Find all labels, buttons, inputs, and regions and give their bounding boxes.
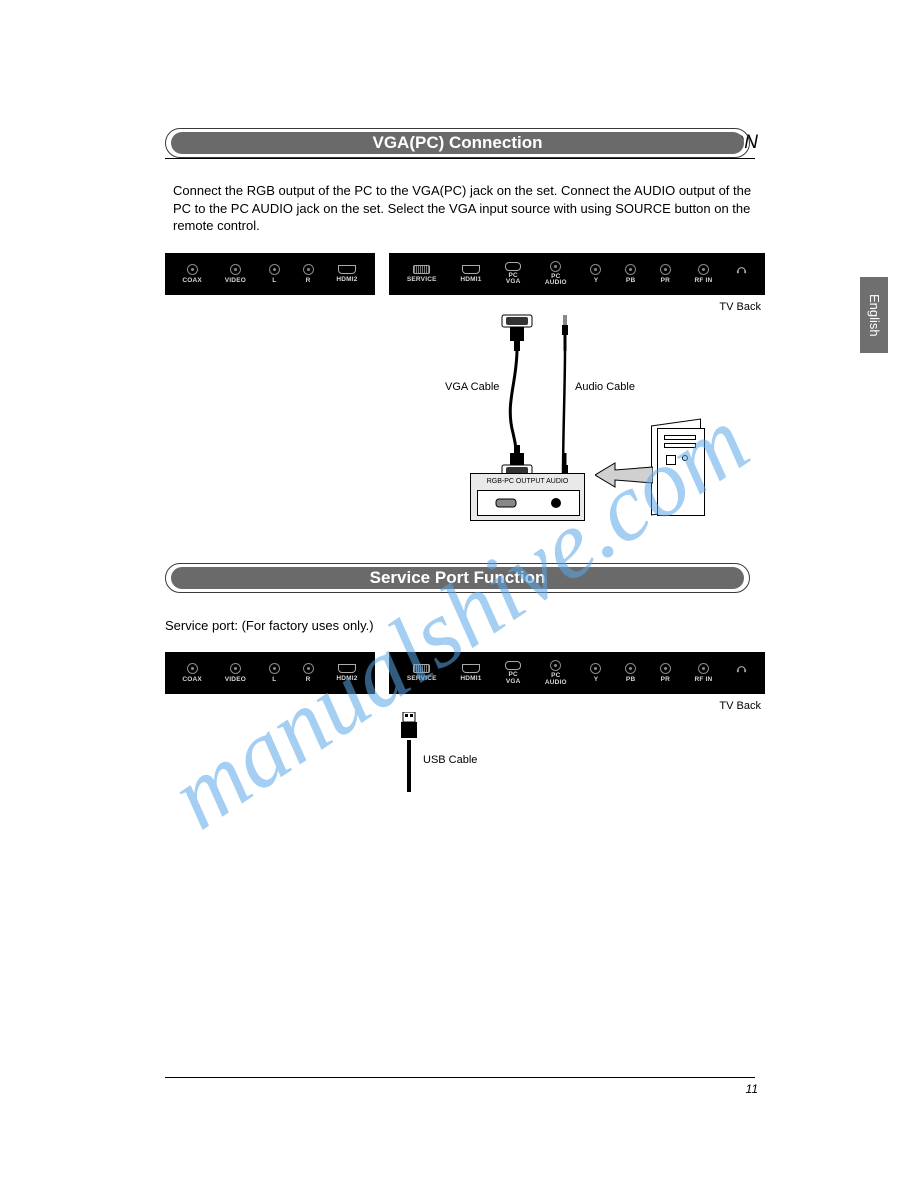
port-pcaudio-2: PCAUDIO	[545, 660, 567, 686]
port-service: SERVICE	[407, 265, 437, 283]
section1-port-panels: COAX VIDEO L R HDMI2 SERVICE HDMI1 PCVGA…	[165, 253, 765, 295]
port-y: Y	[590, 264, 601, 284]
port-hdmi1: HDMI1	[460, 265, 481, 283]
port-video-2: VIDEO	[225, 663, 246, 683]
port-coax-2: COAX	[182, 663, 202, 683]
port-service-2: SERVICE	[407, 664, 437, 682]
section2-body: Service port: (For factory uses only.)	[165, 617, 757, 635]
port-r: R	[303, 264, 314, 284]
section1-title: VGA(PC) Connection	[171, 132, 744, 154]
arrow-icon	[595, 461, 653, 489]
port-pcvga-2: PCVGA	[505, 661, 521, 685]
port-video: VIDEO	[225, 264, 246, 284]
footer-rule	[165, 1077, 755, 1078]
port-coax: COAX	[182, 264, 202, 284]
section1-heading-pill: VGA(PC) Connection	[165, 128, 750, 158]
pc-output-box: RGB-PC OUTPUT AUDIO	[470, 473, 585, 521]
language-tab: English	[860, 277, 888, 353]
port-hdmi1-2: HDMI1	[460, 664, 481, 682]
audio-cable-label: Audio Cable	[575, 381, 635, 393]
page-number: 11	[746, 1082, 758, 1096]
port-pb-2: PB	[625, 663, 636, 683]
port-headphone	[736, 264, 747, 284]
vga-cable-label: VGA Cable	[445, 381, 499, 393]
section1-tvback-label: TV Back	[165, 301, 761, 313]
section1-body: Connect the RGB output of the PC to the …	[173, 182, 757, 235]
section2-heading-pill: Service Port Function	[165, 563, 750, 593]
port-pr: PR	[660, 264, 671, 284]
section2-port-panels: COAX VIDEO L R HDMI2 SERVICE HDMI1 PCVGA…	[165, 652, 765, 694]
port-panel-right: SERVICE HDMI1 PCVGA PCAUDIO Y PB PR RF I…	[389, 253, 765, 295]
pc-tower-icon	[657, 428, 705, 516]
port-y-2: Y	[590, 663, 601, 683]
port-hdmi2-2: HDMI2	[336, 664, 357, 682]
port-headphone-2	[736, 663, 747, 683]
port-pb: PB	[625, 264, 636, 284]
port-panel-left: COAX VIDEO L R HDMI2	[165, 253, 375, 295]
vga-connection-diagram: VGA Cable Audio Cable RGB-PC OUTPUT AUDI…	[165, 313, 750, 533]
section2-tvback-label: TV Back	[165, 700, 761, 712]
pc-output-label: RGB-PC OUTPUT AUDIO	[471, 478, 584, 485]
port-pcaudio: PCAUDIO	[545, 261, 567, 287]
service-port-diagram: USB Cable	[165, 712, 750, 802]
port-rfin-2: RF IN	[694, 663, 712, 683]
port-l-2: L	[269, 663, 280, 683]
usb-cable-label: USB Cable	[423, 754, 477, 766]
port-l: L	[269, 264, 280, 284]
port-pcvga: PCVGA	[505, 262, 521, 286]
page-content: VGA(PC) Connection Connect the RGB outpu…	[165, 128, 765, 802]
port-r-2: R	[303, 663, 314, 683]
port-hdmi2: HDMI2	[336, 265, 357, 283]
port-panel-right-2: SERVICE HDMI1 PCVGA PCAUDIO Y PB PR RF I…	[389, 652, 765, 694]
port-rfin: RF IN	[694, 264, 712, 284]
port-pr-2: PR	[660, 663, 671, 683]
port-panel-left-2: COAX VIDEO L R HDMI2	[165, 652, 375, 694]
section2-title: Service Port Function	[171, 567, 744, 589]
section2: Service Port Function Service port: (For…	[165, 563, 765, 803]
usb-plug-icon	[400, 712, 418, 742]
usb-cable-line	[407, 740, 411, 792]
